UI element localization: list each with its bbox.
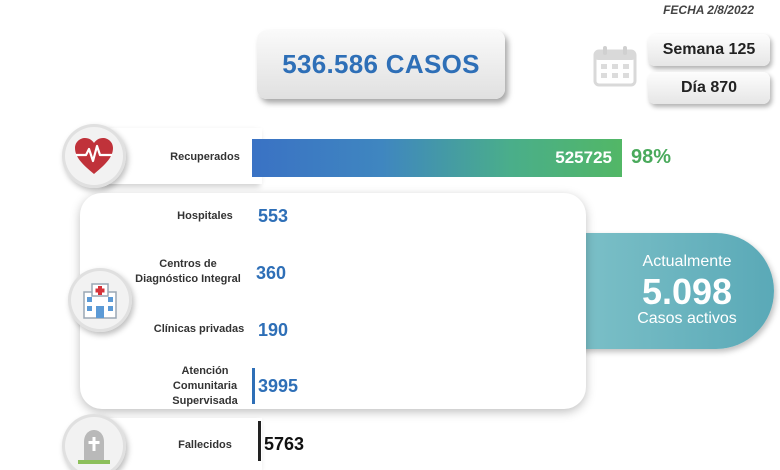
facility-label-hospitales: Hospitales	[177, 210, 233, 222]
report-date: FECHA 2/8/2022	[663, 3, 754, 17]
week-pill: Semana 125	[648, 34, 770, 66]
tombstone-icon	[78, 430, 110, 464]
tombstone-icon-circle	[62, 414, 126, 470]
recovered-label: Recuperados	[170, 151, 240, 163]
facility-value-cdi: 360	[256, 263, 287, 283]
active-cases-box: Actualmente 5.098 Casos activos	[560, 233, 774, 349]
recovered-label-box	[100, 128, 262, 184]
facility-value-hospitales: 553	[258, 206, 289, 226]
hospital-icon	[83, 283, 117, 319]
acs-bar	[252, 368, 255, 404]
heart-pulse-icon	[75, 138, 113, 174]
recovered-value: 525725	[555, 148, 612, 167]
recovered-percent: 98%	[631, 146, 672, 168]
facility-label-clinicas: Clínicas privadas	[153, 323, 245, 335]
facilities-panel	[80, 193, 586, 409]
heart-icon-circle	[62, 124, 126, 188]
active-line2: Casos activos	[637, 310, 737, 327]
facility-value-clinicas: 190	[258, 320, 289, 340]
hospital-icon-circle	[68, 268, 132, 332]
recovered-bar: 525725	[252, 139, 622, 177]
deaths-label: Fallecidos	[178, 439, 232, 451]
deaths-bar	[258, 421, 261, 461]
deaths-label-box	[100, 418, 262, 470]
facility-value-acs: 3995	[258, 376, 299, 396]
deaths-value: 5763	[264, 434, 305, 454]
total-cases-text: 536.586 CASOS	[282, 49, 480, 79]
calendar-icon	[593, 46, 637, 87]
active-number: 5.098	[641, 271, 733, 312]
total-cases-box: 536.586 CASOS	[257, 30, 505, 99]
day-pill: Día 870	[648, 72, 770, 104]
active-line1: Actualmente	[642, 253, 732, 270]
facility-label-cdi: Centros de Diagnóstico Integral	[135, 258, 241, 285]
facility-label-acs: Atención Comunitaria Supervisada	[172, 365, 238, 407]
